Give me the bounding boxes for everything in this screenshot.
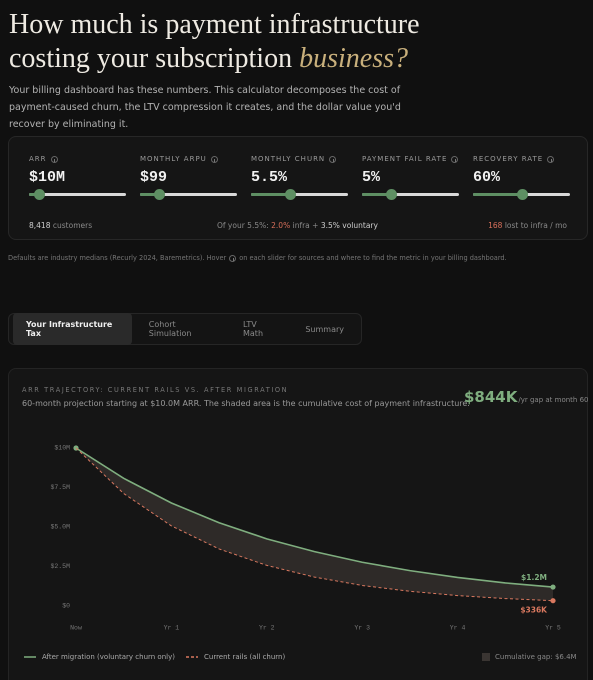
control: ARR $10M bbox=[29, 155, 126, 200]
info-icon bbox=[210, 155, 218, 163]
info-icon bbox=[50, 155, 58, 163]
slider-track[interactable] bbox=[140, 189, 237, 200]
gap-area bbox=[76, 448, 553, 601]
control: RECOVERY RATE 60% bbox=[473, 155, 570, 200]
control-label: MONTHLY CHURN bbox=[251, 155, 348, 163]
value-label: $1.2M bbox=[521, 573, 547, 582]
headline: $844K/yr gap at month 60 bbox=[464, 388, 589, 406]
info-icon bbox=[451, 155, 459, 163]
control-label-text: RECOVERY RATE bbox=[473, 155, 544, 163]
control-value: $10M bbox=[29, 169, 66, 186]
control-label: ARR bbox=[29, 155, 126, 163]
split-infra: 2.0% bbox=[271, 221, 291, 230]
control-label: MONTHLY ARPU bbox=[140, 155, 237, 163]
x-tick-label: Yr 2 bbox=[259, 625, 275, 632]
slider-knob[interactable] bbox=[516, 189, 528, 200]
y-tick-label: $5.0M bbox=[50, 524, 70, 531]
lost-count: 168 bbox=[488, 221, 503, 230]
control: MONTHLY ARPU $99 bbox=[140, 155, 237, 200]
slider-fill bbox=[251, 193, 290, 196]
slider-fill bbox=[140, 193, 160, 196]
legend-swatch bbox=[482, 653, 490, 661]
title-main: How much is payment infrastructure costi… bbox=[9, 9, 420, 74]
info-icon bbox=[329, 155, 337, 163]
title-emphasis: business? bbox=[299, 43, 408, 74]
control-label-text: MONTHLY ARPU bbox=[140, 155, 207, 163]
control-label: RECOVERY RATE bbox=[473, 155, 570, 163]
footnote-before: Defaults are industry medians (Recurly 2… bbox=[8, 254, 227, 262]
control-value: $99 bbox=[140, 169, 168, 186]
y-tick-label: $10M bbox=[54, 445, 70, 452]
chart: $0 $2.5M $5.0M $7.5M $10M Now Yr 1 Yr 2 Yr 3 Yr 4… bbox=[24, 445, 577, 661]
x-tick-label: Yr 1 bbox=[164, 625, 180, 632]
page-title: How much is payment infrastructure costi… bbox=[9, 8, 459, 76]
control-label-text: PAYMENT FAIL RATE bbox=[362, 155, 448, 163]
intro-text: Your billing dashboard has these numbers… bbox=[9, 85, 401, 130]
tab[interactable]: Your Infrastructure Tax bbox=[13, 313, 132, 345]
split-prefix: Of your 5.5%: bbox=[217, 221, 269, 230]
control-label-text: ARR bbox=[29, 155, 47, 163]
tab[interactable]: Cohort Simulation bbox=[148, 320, 192, 338]
chart-panel bbox=[8, 368, 588, 680]
control-value: 5.5% bbox=[251, 169, 288, 186]
x-tick-label: Now bbox=[70, 625, 82, 632]
end-point bbox=[550, 598, 556, 604]
lost-text: lost to infra / mo bbox=[504, 221, 567, 230]
slider-fill bbox=[473, 193, 522, 196]
headline-value: $844K bbox=[464, 388, 518, 406]
footnote-after: on each slider for sources and where to … bbox=[239, 254, 507, 262]
info-icon bbox=[547, 155, 555, 163]
control: PAYMENT FAIL RATE 5% bbox=[362, 155, 459, 200]
x-tick-label: Yr 4 bbox=[450, 625, 466, 632]
tab-bar: Your Infrastructure Tax Cohort Simulation… bbox=[8, 313, 362, 345]
slider-track[interactable] bbox=[251, 189, 348, 200]
slider-track[interactable] bbox=[29, 189, 126, 200]
legend-label: After migration (voluntary churn only) bbox=[42, 653, 175, 661]
y-tick-label: $7.5M bbox=[50, 484, 70, 491]
slider-knob[interactable] bbox=[284, 189, 296, 200]
chart-subtitle: 60-month projection starting at $10.0M A… bbox=[22, 399, 470, 408]
slider-track[interactable] bbox=[473, 189, 570, 200]
legend-label: Cumulative gap: $6.4M bbox=[495, 653, 577, 661]
churn-split: Of your 5.5%: 2.0% infra + 3.5% voluntar… bbox=[217, 221, 378, 230]
series-line bbox=[75, 447, 554, 588]
footnote: Defaults are industry medians (Recurly 2… bbox=[8, 254, 507, 262]
info-icon bbox=[229, 254, 237, 262]
customers-summary: 8,418 customers bbox=[29, 221, 92, 230]
x-tick-label: Yr 3 bbox=[354, 625, 370, 632]
y-tick-label: $0 bbox=[62, 603, 70, 610]
control: MONTHLY CHURN 5.5% bbox=[251, 155, 348, 200]
control-label: PAYMENT FAIL RATE bbox=[362, 155, 459, 163]
control-value: 60% bbox=[473, 169, 501, 186]
split-voluntary: 3.5% voluntary bbox=[320, 221, 378, 230]
end-point bbox=[550, 584, 556, 590]
series-line bbox=[75, 447, 554, 602]
customers-text: customers bbox=[52, 221, 93, 230]
legend-label: Current rails (all churn) bbox=[204, 653, 285, 661]
control-value: 5% bbox=[362, 169, 381, 186]
control-label-text: MONTHLY CHURN bbox=[251, 155, 326, 163]
y-tick-label: $2.5M bbox=[50, 563, 70, 570]
split-mid: infra + bbox=[292, 221, 319, 230]
x-tick-label: Yr 5 bbox=[545, 625, 561, 632]
slider-knob[interactable] bbox=[386, 189, 398, 200]
tab[interactable]: Summary bbox=[305, 324, 345, 334]
slider-track[interactable] bbox=[362, 189, 459, 200]
chart-title: ARR TRAJECTORY: CURRENT RAILS VS. AFTER … bbox=[22, 386, 289, 394]
slider-fill bbox=[362, 193, 392, 196]
headline-text: /yr gap at month 60 bbox=[518, 396, 589, 404]
value-label: $336K bbox=[520, 606, 548, 615]
tab[interactable]: LTV Math bbox=[243, 320, 264, 338]
controls-card: 8,418 customers Of your 5.5%: 2.0% infra… bbox=[8, 136, 588, 240]
slider-knob[interactable] bbox=[33, 189, 45, 200]
lost-summary: 168 lost to infra / mo bbox=[488, 221, 567, 230]
customers-count: 8,418 bbox=[29, 221, 51, 230]
slider-knob[interactable] bbox=[154, 189, 166, 200]
